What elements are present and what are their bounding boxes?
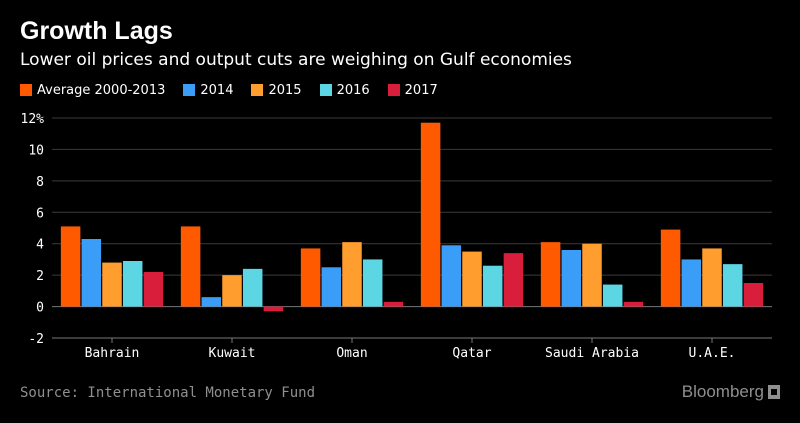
brand-name: Bloomberg	[681, 382, 764, 401]
bar	[222, 275, 242, 307]
legend-item-2017: 2017	[387, 82, 438, 98]
legend-swatch-2015	[251, 84, 264, 96]
legend-label-2016: 2016	[336, 82, 370, 98]
chart-title: Growth Lags	[20, 17, 173, 45]
x-tick-label: Oman	[336, 346, 367, 361]
bar	[122, 261, 143, 307]
y-tick-label: 10	[28, 143, 44, 158]
legend-swatch-2016	[319, 84, 332, 96]
bar	[602, 284, 623, 307]
legend-item-average-2000-2013: Average 2000-2013	[20, 83, 165, 98]
bar	[300, 248, 321, 307]
bloomberg-logo-icon	[768, 385, 780, 399]
bar	[342, 242, 362, 307]
bar	[722, 264, 743, 307]
bar	[201, 297, 222, 307]
bar	[482, 265, 503, 307]
bar	[743, 283, 764, 307]
x-tick-label: Kuwait	[209, 346, 256, 361]
y-tick-label: 2	[36, 269, 44, 284]
bar	[420, 122, 441, 307]
bar	[60, 226, 81, 307]
bar	[102, 262, 122, 307]
bar	[81, 239, 102, 307]
bar	[263, 306, 284, 312]
legend-label-average-2000-2013: Average 2000-2013	[37, 82, 166, 98]
y-tick-label: 4	[36, 238, 44, 253]
legend-item-2014: 2014	[183, 83, 233, 98]
legend-label-2017: 2017	[404, 82, 438, 98]
bar	[242, 268, 263, 307]
bar	[582, 243, 602, 307]
legend-label-2015: 2015	[268, 82, 302, 98]
bar	[383, 301, 404, 307]
bar	[681, 259, 702, 307]
y-tick-label: 12%	[21, 112, 45, 127]
x-tick-label: Bahrain	[85, 346, 140, 361]
bar	[660, 229, 681, 307]
bar	[321, 267, 342, 307]
legend-item-2015: 2015	[251, 82, 302, 98]
y-tick-label: -2	[28, 332, 44, 347]
legend-label-2014: 2014	[200, 82, 234, 98]
bar	[441, 245, 462, 307]
x-tick-label: U.A.E.	[689, 346, 736, 361]
bar	[180, 226, 201, 307]
y-tick-label: 0	[36, 301, 44, 316]
bar	[540, 242, 561, 307]
brand-logo: Bloomberg	[682, 382, 780, 402]
bar	[702, 248, 722, 307]
y-tick-label: 8	[36, 175, 44, 190]
y-tick-label: 6	[36, 206, 44, 221]
legend-swatch-2017	[387, 84, 400, 96]
x-tick-label: Saudi Arabia	[545, 346, 639, 361]
bar	[561, 250, 582, 307]
bar	[143, 272, 164, 307]
legend-swatch-2014	[183, 84, 196, 96]
bar	[623, 301, 644, 307]
source-note: Source: International Monetary Fund	[20, 385, 316, 401]
legend-item-2016: 2016	[319, 82, 370, 98]
bar	[462, 251, 482, 307]
chart-subtitle: Lower oil prices and output cuts are wei…	[20, 50, 572, 70]
legend: Average 2000-2013 2014 2015 2016 2017	[20, 82, 456, 98]
bar	[503, 253, 524, 307]
bar	[362, 259, 383, 307]
x-tick-label: Qatar	[452, 346, 491, 361]
legend-swatch-average-2000-2013	[20, 84, 32, 96]
